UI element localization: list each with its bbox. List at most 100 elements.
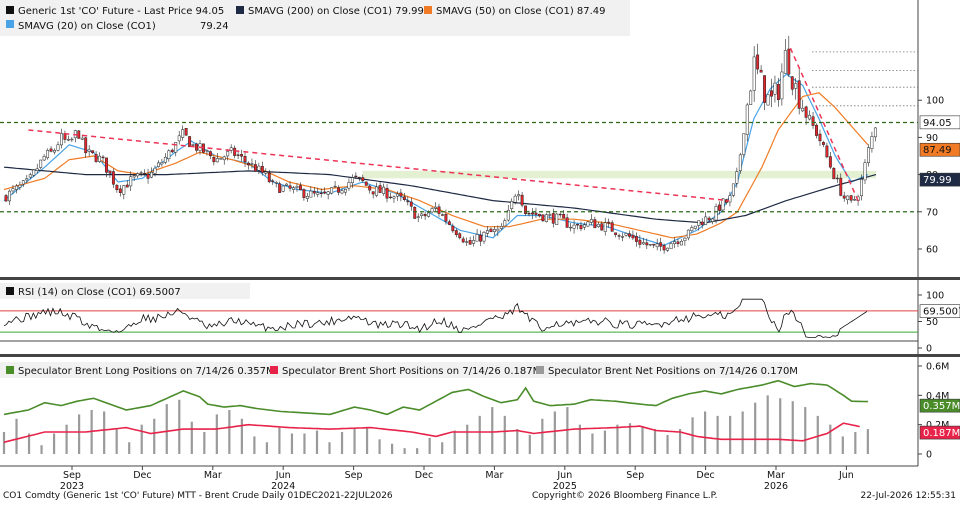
rsi-legend: RSI (14) on Close (CO1) 69.5007 bbox=[0, 283, 250, 299]
candle-up bbox=[679, 241, 683, 246]
net-position-bar bbox=[178, 399, 181, 454]
candle-up bbox=[136, 173, 140, 177]
net-position-bar bbox=[265, 442, 269, 454]
candle-down bbox=[233, 147, 237, 156]
candle-down bbox=[437, 206, 441, 214]
candle-down bbox=[91, 150, 95, 153]
time-tick-month: Mar bbox=[485, 470, 503, 481]
price-candles bbox=[4, 35, 877, 254]
legend-swatch-long bbox=[6, 366, 14, 374]
legend-sma20-value: 79.24 bbox=[200, 21, 229, 32]
candle-up bbox=[853, 199, 857, 201]
net-position-bar bbox=[841, 436, 844, 454]
legend-swatch-rsi bbox=[6, 287, 14, 295]
candle-up bbox=[860, 179, 863, 197]
time-tick-month: Mar bbox=[767, 470, 785, 481]
candle-up bbox=[873, 127, 877, 138]
net-position-bar bbox=[729, 415, 732, 454]
candle-up bbox=[728, 195, 732, 203]
candle-up bbox=[285, 183, 289, 186]
candle-down bbox=[84, 137, 88, 154]
candle-up bbox=[14, 185, 18, 190]
candle-down bbox=[520, 194, 524, 206]
candle-up bbox=[506, 209, 510, 221]
candle-down bbox=[413, 206, 417, 219]
net-position-bar bbox=[666, 434, 669, 454]
candle-up bbox=[434, 206, 437, 209]
trendlines bbox=[0, 47, 918, 213]
candle-down bbox=[759, 69, 763, 73]
net-position-bar bbox=[203, 432, 206, 454]
candle-up bbox=[60, 133, 63, 146]
net-position-bar bbox=[678, 429, 682, 454]
net-position-bar bbox=[553, 411, 556, 454]
net-position-bar bbox=[528, 434, 531, 454]
candle-up bbox=[589, 219, 593, 223]
candle-down bbox=[253, 164, 257, 172]
price-legend: Generic 1st 'CO' Future - Last Price 94.… bbox=[0, 0, 630, 36]
candle-down bbox=[534, 212, 538, 215]
candle-up bbox=[229, 147, 233, 151]
candle-up bbox=[752, 56, 756, 91]
candle-up bbox=[472, 240, 476, 244]
candle-up bbox=[738, 154, 742, 171]
candle-up bbox=[492, 229, 496, 233]
candle-up bbox=[686, 229, 690, 239]
candle-up bbox=[382, 186, 386, 194]
net-position-bar bbox=[616, 424, 619, 454]
candle-down bbox=[108, 170, 112, 174]
net-position-bar bbox=[491, 407, 494, 454]
candle-up bbox=[666, 247, 670, 251]
candle-down bbox=[288, 185, 292, 189]
candle-down bbox=[527, 213, 531, 215]
candle-up bbox=[697, 220, 701, 226]
candle-down bbox=[659, 242, 663, 247]
candle-up bbox=[264, 171, 268, 174]
time-tick-year: 2026 bbox=[764, 481, 788, 492]
candle-down bbox=[354, 175, 358, 178]
candle-up bbox=[503, 220, 507, 227]
candle-down bbox=[302, 189, 306, 198]
candle-up bbox=[177, 135, 181, 142]
panel-divider bbox=[0, 354, 960, 357]
candle-up bbox=[167, 150, 171, 160]
rsi-line bbox=[3, 298, 868, 338]
net-position-bar bbox=[766, 395, 769, 454]
net-position-bar bbox=[428, 437, 431, 454]
net-position-bar bbox=[328, 442, 331, 454]
positions-tick-label: 0.2M bbox=[926, 420, 949, 431]
candle-down bbox=[770, 90, 773, 97]
candle-down bbox=[593, 219, 597, 229]
candle-down bbox=[298, 185, 302, 191]
candle-up bbox=[721, 198, 725, 211]
candle-up bbox=[153, 167, 157, 174]
positions-tick-label: 0.6M bbox=[926, 362, 949, 373]
candle-down bbox=[811, 116, 815, 126]
net-position-bar bbox=[503, 415, 506, 454]
candle-up bbox=[544, 214, 548, 222]
candle-down bbox=[541, 214, 545, 222]
candle-down bbox=[125, 184, 129, 188]
candle-down bbox=[537, 213, 541, 217]
candle-up bbox=[219, 158, 223, 160]
candle-up bbox=[569, 226, 573, 229]
net-position-bar bbox=[703, 411, 707, 454]
candle-down bbox=[576, 224, 579, 226]
candle-down bbox=[634, 236, 638, 242]
time-tick-month: Jun bbox=[556, 470, 572, 481]
candle-up bbox=[465, 241, 469, 243]
candle-down bbox=[458, 233, 462, 239]
candle-down bbox=[468, 240, 472, 245]
candle-up bbox=[98, 155, 102, 162]
candle-up bbox=[731, 183, 735, 196]
tag-rsi-text: 69.5007 bbox=[923, 307, 960, 318]
time-tick-month: Jun bbox=[275, 470, 291, 481]
candle-down bbox=[188, 136, 192, 148]
trendline-breakdown bbox=[789, 47, 861, 205]
legend-sma50: SMAVG (50) on Close (CO1) 87.49 bbox=[436, 6, 606, 17]
candle-down bbox=[94, 154, 98, 162]
candle-up bbox=[39, 159, 43, 168]
candle-up bbox=[867, 147, 870, 163]
net-position-bar bbox=[816, 415, 819, 454]
net-position-bar bbox=[278, 427, 281, 454]
